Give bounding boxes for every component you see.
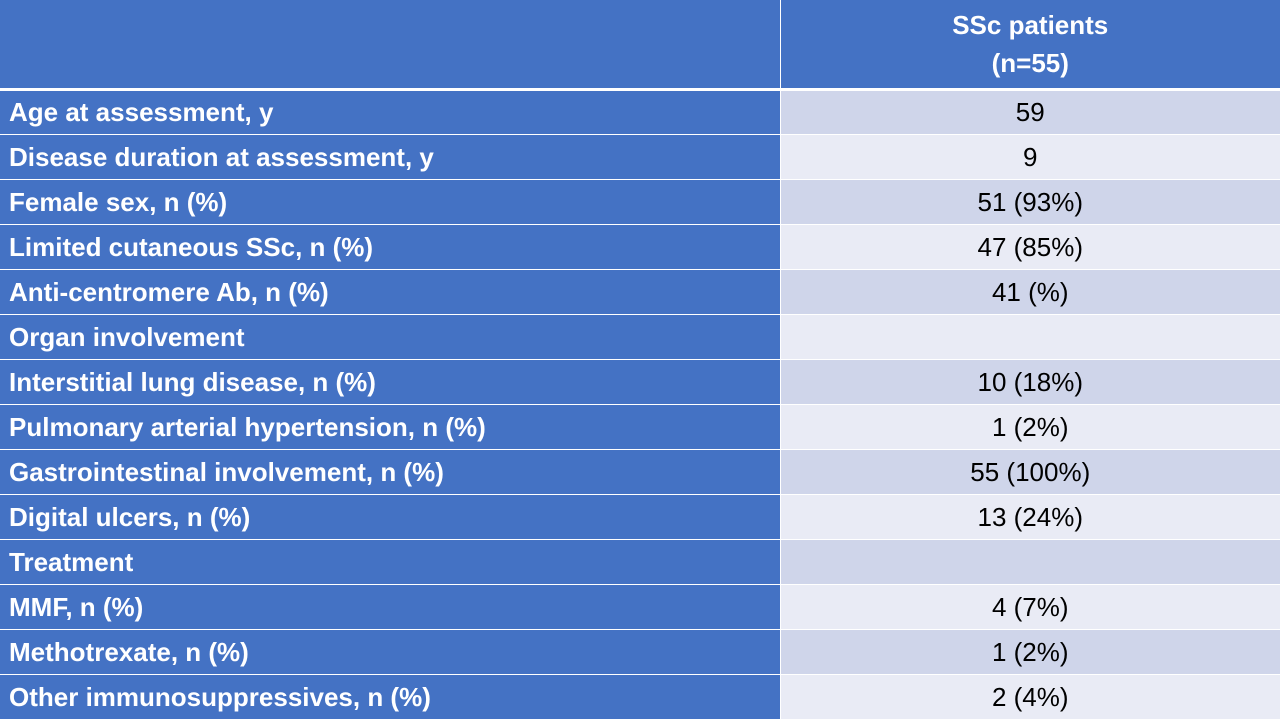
table-row: Pulmonary arterial hypertension, n (%) 1 … — [0, 404, 1280, 450]
row-value: 59 — [780, 89, 1280, 135]
row-value: 13 (24%) — [780, 494, 1280, 540]
row-label: Pulmonary arterial hypertension, n (%) — [0, 404, 781, 450]
header-group-title: SSc patients — [952, 10, 1109, 40]
row-value: 55 (100%) — [780, 449, 1280, 495]
row-label: Female sex, n (%) — [0, 179, 781, 225]
row-label: Digital ulcers, n (%) — [0, 494, 781, 540]
table-row: MMF, n (%) 4 (7%) — [0, 584, 1280, 630]
table-row: Anti-centromere Ab, n (%) 41 (%) — [0, 269, 1280, 315]
row-label: Limited cutaneous SSc, n (%) — [0, 224, 781, 270]
header-value-cell: SSc patients (n=55) — [780, 0, 1280, 91]
row-label: Methotrexate, n (%) — [0, 629, 781, 675]
table-row: Methotrexate, n (%) 1 (2%) — [0, 629, 1280, 675]
row-label: MMF, n (%) — [0, 584, 781, 630]
row-value: 10 (18%) — [780, 359, 1280, 405]
row-label: Other immunosuppressives, n (%) — [0, 674, 781, 720]
row-label: Disease duration at assessment, y — [0, 134, 781, 180]
table-header: SSc patients (n=55) — [0, 0, 1280, 91]
section-heading: Treatment — [0, 539, 781, 585]
header-label-cell — [0, 0, 781, 91]
table-row: Other immunosuppressives, n (%) 2 (4%) — [0, 674, 1280, 720]
section-row: Treatment — [0, 539, 1280, 585]
row-value — [780, 539, 1280, 585]
table-row: Gastrointestinal involvement, n (%) 55 (1… — [0, 449, 1280, 495]
table-row: Limited cutaneous SSc, n (%) 47 (85%) — [0, 224, 1280, 270]
row-label: Gastrointestinal involvement, n (%) — [0, 449, 781, 495]
row-label: Age at assessment, y — [0, 89, 781, 135]
section-heading: Organ involvement — [0, 314, 781, 360]
row-value: 9 — [780, 134, 1280, 180]
header-row: SSc patients (n=55) — [0, 0, 1280, 91]
row-value: 2 (4%) — [780, 674, 1280, 720]
row-value: 51 (93%) — [780, 179, 1280, 225]
row-value: 1 (2%) — [780, 404, 1280, 450]
row-label: Interstitial lung disease, n (%) — [0, 359, 781, 405]
table-body: Age at assessment, y 59 Disease duration … — [0, 89, 1280, 720]
table-row: Interstitial lung disease, n (%) 10 (18%) — [0, 359, 1280, 405]
row-value — [780, 314, 1280, 360]
table-row: Age at assessment, y 59 — [0, 89, 1280, 135]
row-value: 47 (85%) — [780, 224, 1280, 270]
section-row: Organ involvement — [0, 314, 1280, 360]
table-row: Female sex, n (%) 51 (93%) — [0, 179, 1280, 225]
row-value: 4 (7%) — [780, 584, 1280, 630]
row-value: 41 (%) — [780, 269, 1280, 315]
row-value: 1 (2%) — [780, 629, 1280, 675]
table-row: Digital ulcers, n (%) 13 (24%) — [0, 494, 1280, 540]
row-label: Anti-centromere Ab, n (%) — [0, 269, 781, 315]
header-group-count: (n=55) — [991, 48, 1069, 78]
